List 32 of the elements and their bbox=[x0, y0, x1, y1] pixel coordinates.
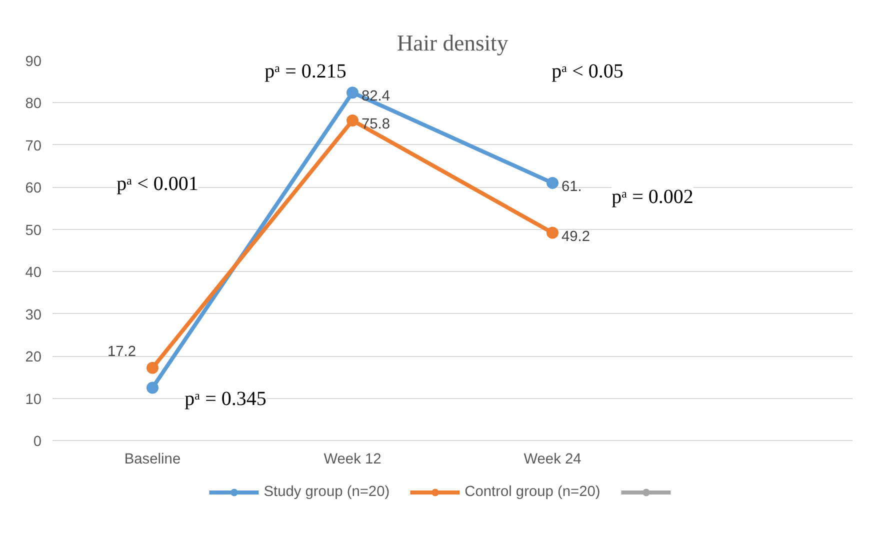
data-label: 82.4 bbox=[362, 88, 390, 105]
data-label: 49.2 bbox=[562, 228, 590, 245]
point bbox=[546, 226, 558, 239]
annotation: pᵃ = 0.345 bbox=[184, 388, 266, 410]
y-tick-label: 60 bbox=[25, 180, 42, 197]
y-tick-label: 80 bbox=[25, 96, 42, 112]
x-tick-label: Baseline bbox=[124, 452, 181, 468]
point bbox=[346, 86, 358, 99]
y-tick-label: 40 bbox=[25, 265, 42, 282]
legend-label: Study group (n=20) bbox=[264, 484, 390, 500]
chart-title: Hair density bbox=[396, 30, 509, 56]
data-label: 75.8 bbox=[362, 116, 390, 132]
y-tick-label: 70 bbox=[25, 138, 42, 154]
point bbox=[146, 362, 158, 374]
y-tick-label: 30 bbox=[25, 307, 42, 324]
annotation: pᵃ < 0.05 bbox=[552, 60, 624, 82]
y-tick-label: 0 bbox=[33, 434, 42, 450]
annotation: pᵃ = 0.215 bbox=[264, 60, 346, 82]
y-tick-label: 20 bbox=[25, 350, 42, 366]
data-label: 61. bbox=[562, 178, 582, 195]
point bbox=[346, 114, 358, 126]
x-tick-label: Week 24 bbox=[524, 452, 582, 468]
data-label: 17.2 bbox=[108, 344, 136, 360]
y-tick-label: 50 bbox=[25, 222, 42, 239]
legend-label: Control group (n=20) bbox=[464, 484, 600, 500]
point bbox=[146, 382, 158, 394]
annotation: pᵃ < 0.001 bbox=[116, 173, 198, 196]
x-tick-label: Week 12 bbox=[324, 452, 382, 468]
annotation: pᵃ = 0.002 bbox=[612, 186, 694, 208]
point bbox=[546, 176, 558, 189]
y-tick-label: 10 bbox=[25, 392, 42, 408]
y-tick-label: 90 bbox=[25, 54, 42, 70]
